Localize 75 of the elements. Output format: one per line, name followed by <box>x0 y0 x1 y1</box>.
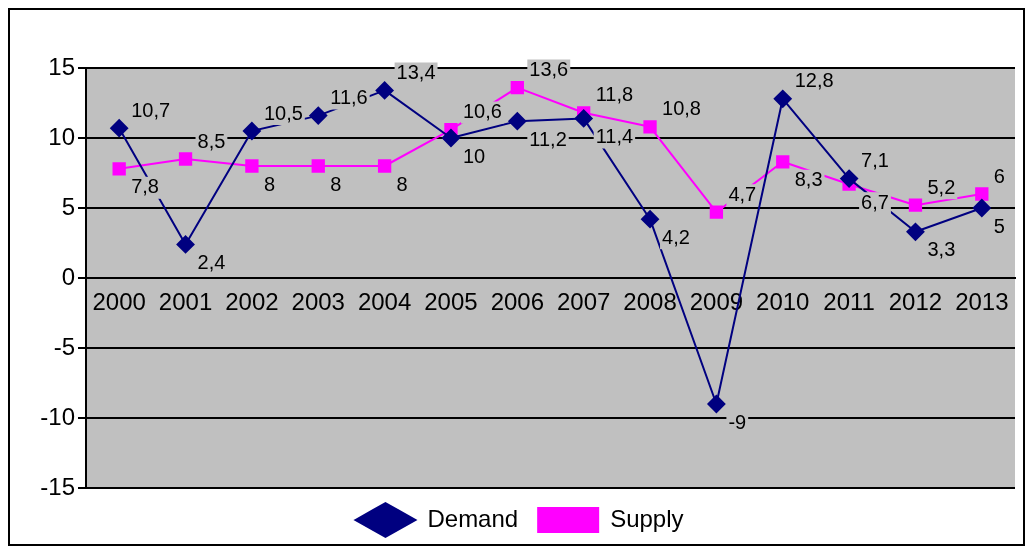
x-tick-label: 2012 <box>888 288 943 316</box>
data-label: 10,6 <box>462 100 502 123</box>
point <box>112 162 126 176</box>
point <box>510 80 524 95</box>
data-label: 10,5 <box>263 101 303 124</box>
point <box>242 122 261 140</box>
x-tick-label: 2013 <box>955 288 1009 316</box>
point <box>776 155 790 169</box>
data-label: 7,8 <box>131 175 159 198</box>
y-tick-label: 0 <box>61 262 75 290</box>
data-label: -9 <box>728 410 747 433</box>
data-label: 5 <box>993 214 1005 237</box>
x-tick-label: 2005 <box>424 288 478 316</box>
data-label: 8 <box>330 172 342 195</box>
x-tick-label: 2011 <box>823 288 875 316</box>
data-label: 7,1 <box>861 149 889 172</box>
data-label: 11,6 <box>330 86 368 109</box>
data-label: 13,4 <box>396 60 436 83</box>
data-label: 3,3 <box>927 238 956 261</box>
point <box>773 89 792 108</box>
point <box>311 159 325 173</box>
point <box>840 169 859 188</box>
y-tick-label: 5 <box>61 192 75 220</box>
data-label: 8,5 <box>197 129 226 152</box>
point <box>972 199 991 217</box>
data-label: 8,3 <box>794 168 823 191</box>
data-label: 10,7 <box>131 98 171 121</box>
y-tick-label: 15 <box>48 52 75 80</box>
point <box>110 119 129 138</box>
point <box>707 395 726 413</box>
point <box>975 187 989 201</box>
point <box>441 129 460 147</box>
y-tick-label: 10 <box>48 122 75 150</box>
data-label: 8 <box>396 172 408 195</box>
data-label: 6,7 <box>861 190 889 213</box>
point <box>176 235 195 254</box>
x-tick-label: 2003 <box>291 288 345 316</box>
data-label: 6 <box>993 164 1005 187</box>
y-tick-label: -5 <box>53 332 75 360</box>
data-label: 5,2 <box>927 175 956 198</box>
data-label: 2,4 <box>197 250 226 273</box>
point <box>643 120 657 134</box>
data-label: 11,4 <box>595 124 634 147</box>
data-label: 11,2 <box>529 127 567 150</box>
point <box>375 81 394 100</box>
x-tick-label: 2002 <box>225 288 279 316</box>
point <box>908 198 923 212</box>
x-tick-label: 2008 <box>623 288 677 316</box>
point <box>245 159 259 173</box>
data-label: 12,8 <box>794 69 834 92</box>
x-tick-label: 2006 <box>490 288 545 316</box>
x-tick-label: 2000 <box>92 288 146 316</box>
point <box>906 222 925 241</box>
data-label: 11,8 <box>595 83 634 106</box>
legend-label: Demand <box>427 504 519 532</box>
point <box>641 210 660 229</box>
data-label: 13,6 <box>529 58 569 81</box>
x-tick-label: 2001 <box>158 288 213 316</box>
point <box>309 106 328 125</box>
x-tick-label: 2007 <box>556 288 611 316</box>
point <box>377 159 392 173</box>
point <box>178 152 193 166</box>
data-label: 10,8 <box>662 97 701 120</box>
data-label: 10 <box>462 144 486 167</box>
x-tick-label: 2004 <box>357 288 412 316</box>
data-label: 4,7 <box>728 182 757 205</box>
data-label: 4,2 <box>662 225 690 248</box>
y-tick-label: -10 <box>40 402 75 430</box>
data-label: 8 <box>263 172 276 195</box>
y-tick-label: -15 <box>40 472 75 500</box>
point <box>709 205 724 219</box>
legend-label: Supply <box>610 504 684 532</box>
point <box>574 109 593 128</box>
x-tick-label: 2010 <box>756 288 810 316</box>
point <box>508 112 527 131</box>
